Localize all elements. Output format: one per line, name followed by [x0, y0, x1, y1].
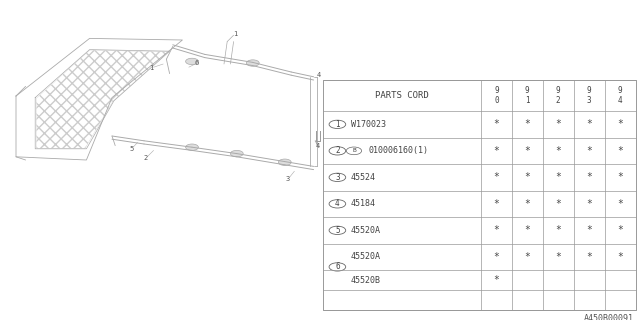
Text: 1: 1 — [335, 120, 340, 129]
Text: PARTS CORD: PARTS CORD — [375, 91, 429, 100]
Text: *: * — [586, 146, 592, 156]
Text: *: * — [556, 146, 561, 156]
Text: *: * — [617, 146, 623, 156]
Text: *: * — [524, 146, 530, 156]
Text: *: * — [586, 225, 592, 235]
Text: 2: 2 — [335, 146, 340, 155]
Text: B: B — [352, 148, 356, 153]
Text: 45184: 45184 — [351, 199, 376, 208]
Text: *: * — [524, 119, 530, 129]
Text: *: * — [617, 119, 623, 129]
Text: 45520A: 45520A — [351, 226, 381, 235]
Text: *: * — [617, 172, 623, 182]
Text: *: * — [493, 252, 499, 262]
Text: *: * — [493, 275, 499, 285]
Text: *: * — [556, 119, 561, 129]
Text: *: * — [556, 252, 561, 262]
Text: *: * — [524, 252, 530, 262]
Text: 4: 4 — [316, 143, 320, 148]
Text: *: * — [586, 199, 592, 209]
Text: *: * — [617, 225, 623, 235]
Text: A450B00091: A450B00091 — [584, 314, 634, 320]
Text: 9
2: 9 2 — [556, 86, 561, 105]
Text: *: * — [617, 199, 623, 209]
Text: *: * — [556, 225, 561, 235]
Text: *: * — [524, 225, 530, 235]
Text: 1: 1 — [234, 31, 237, 36]
Text: *: * — [524, 172, 530, 182]
Text: 3: 3 — [286, 176, 290, 182]
Text: 45520B: 45520B — [351, 276, 381, 285]
Circle shape — [230, 150, 243, 157]
Text: *: * — [493, 225, 499, 235]
Text: 9
1: 9 1 — [525, 86, 530, 105]
Circle shape — [186, 58, 198, 65]
Text: 2: 2 — [144, 156, 148, 161]
Text: 4: 4 — [317, 72, 321, 78]
Text: 4: 4 — [335, 199, 340, 208]
Text: 9
4: 9 4 — [618, 86, 622, 105]
Text: *: * — [617, 252, 623, 262]
Circle shape — [246, 60, 259, 66]
Text: 1: 1 — [150, 65, 154, 71]
Circle shape — [186, 144, 198, 150]
Text: *: * — [493, 199, 499, 209]
Text: 45520A: 45520A — [351, 252, 381, 261]
Text: 5: 5 — [335, 226, 340, 235]
Text: 9
0: 9 0 — [494, 86, 499, 105]
Text: *: * — [586, 119, 592, 129]
Text: 3: 3 — [335, 173, 340, 182]
Text: 45524: 45524 — [351, 173, 376, 182]
Text: *: * — [556, 172, 561, 182]
Text: 010006160(1): 010006160(1) — [369, 146, 429, 155]
Text: 5: 5 — [129, 146, 133, 152]
Text: *: * — [556, 199, 561, 209]
Text: *: * — [493, 172, 499, 182]
Text: 6: 6 — [195, 60, 199, 66]
Text: 6: 6 — [335, 262, 340, 271]
Text: *: * — [586, 172, 592, 182]
Circle shape — [278, 159, 291, 165]
Text: *: * — [524, 199, 530, 209]
Text: *: * — [493, 119, 499, 129]
Text: 9
3: 9 3 — [587, 86, 591, 105]
Bar — [323, 80, 636, 310]
Text: W170023: W170023 — [351, 120, 386, 129]
Text: *: * — [493, 146, 499, 156]
Text: *: * — [586, 252, 592, 262]
